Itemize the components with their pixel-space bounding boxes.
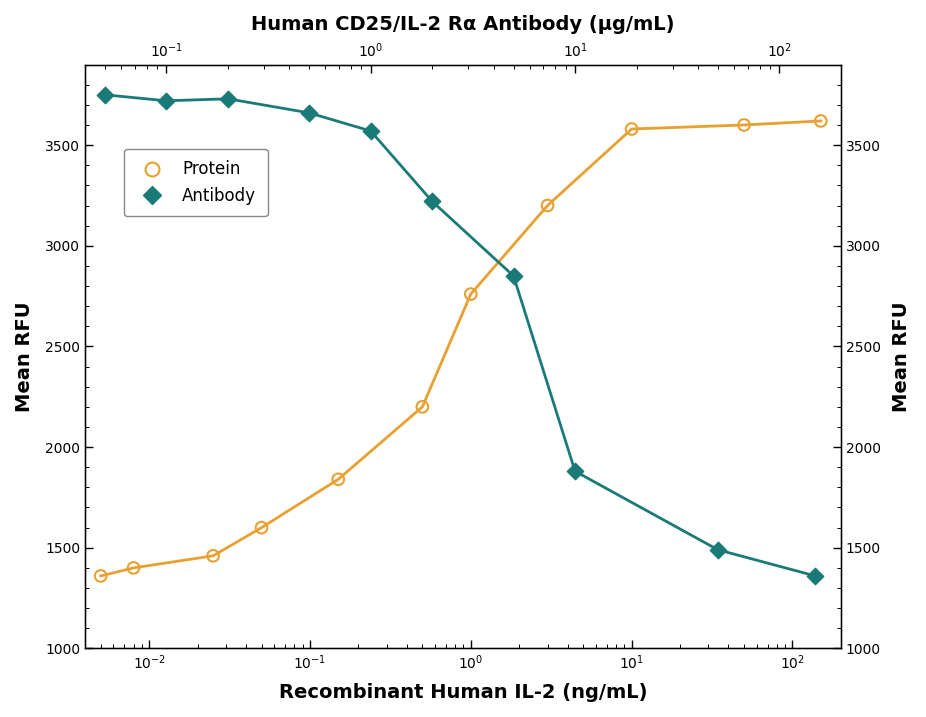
Point bbox=[463, 288, 478, 300]
Point bbox=[206, 550, 220, 561]
Point bbox=[425, 196, 440, 207]
Point bbox=[302, 107, 317, 118]
Point bbox=[737, 119, 752, 130]
Point bbox=[710, 544, 725, 556]
Point bbox=[97, 89, 112, 100]
Point bbox=[94, 570, 108, 581]
Point bbox=[624, 123, 639, 135]
Y-axis label: Mean RFU: Mean RFU bbox=[15, 301, 34, 412]
X-axis label: Recombinant Human IL-2 (ng/mL): Recombinant Human IL-2 (ng/mL) bbox=[279, 683, 647, 702]
Point bbox=[813, 115, 828, 127]
Point bbox=[254, 522, 269, 533]
Point bbox=[808, 570, 823, 581]
Point bbox=[159, 95, 174, 107]
Point bbox=[331, 473, 345, 485]
Point bbox=[540, 200, 555, 212]
Point bbox=[415, 401, 430, 412]
Point bbox=[220, 93, 235, 105]
Point bbox=[507, 270, 521, 282]
Y-axis label: Mean RFU: Mean RFU bbox=[892, 301, 911, 412]
Point bbox=[568, 465, 582, 477]
Point bbox=[126, 562, 141, 574]
X-axis label: Human CD25/IL-2 Rα Antibody (μg/mL): Human CD25/IL-2 Rα Antibody (μg/mL) bbox=[251, 15, 675, 34]
Point bbox=[363, 125, 378, 137]
Legend: Protein, Antibody: Protein, Antibody bbox=[124, 149, 268, 217]
